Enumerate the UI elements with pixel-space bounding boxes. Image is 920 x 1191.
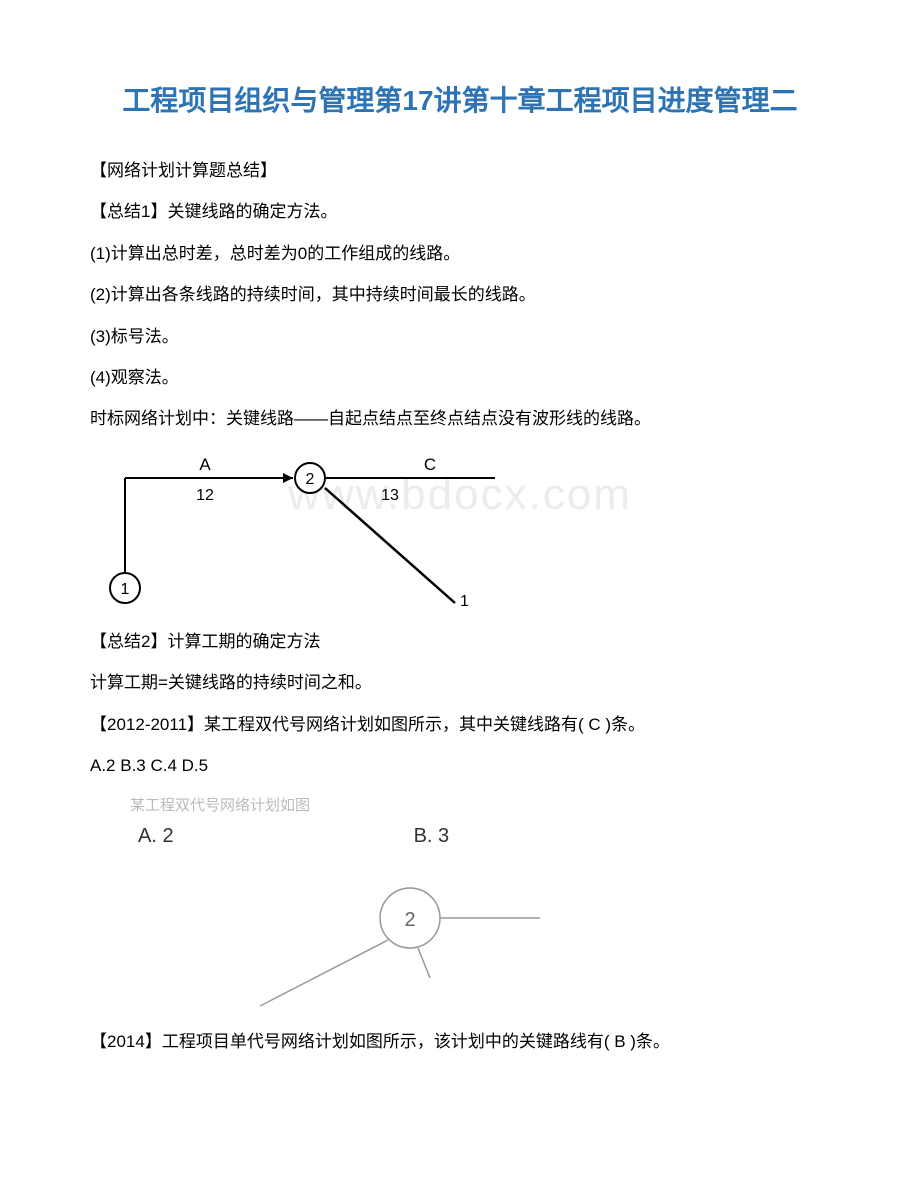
svg-text:2: 2 <box>306 471 315 488</box>
page-title: 工程项目组织与管理第17讲第十章工程项目进度管理二 <box>90 80 830 122</box>
summary1-item-1: (1)计算出总时差，总时差为0的工作组成的线路。 <box>90 235 830 272</box>
diagram1-value-12: 12 <box>196 487 214 504</box>
summary2-title: 【总结2】计算工期的确定方法 <box>90 623 830 660</box>
timeline-note: 时标网络计划中：关键线路——自起点结点至终点结点没有波形线的线路。 <box>90 400 830 437</box>
question-1-options: A.2 B.3 C.4 D.5 <box>90 747 830 784</box>
faded-caption: 某工程双代号网络计划如图 <box>100 794 830 815</box>
document-content: 工程项目组织与管理第17讲第十章工程项目进度管理二 【网络计划计算题总结】 【总… <box>90 80 830 1061</box>
summary-header: 【网络计划计算题总结】 <box>90 152 830 189</box>
svg-text:1: 1 <box>121 581 130 598</box>
diagram2-svg: 2 <box>100 858 550 1008</box>
option-b: B. 3 <box>414 825 450 848</box>
option-a: A. 2 <box>138 825 174 848</box>
summary1-item-3: (3)标号法。 <box>90 318 830 355</box>
diagram1-label-c: C <box>424 455 436 474</box>
svg-text:2: 2 <box>404 909 415 931</box>
summary2-formula: 计算工期=关键线路的持续时间之和。 <box>90 664 830 701</box>
diagram1-value-13: 13 <box>381 487 399 504</box>
summary1-item-2: (2)计算出各条线路的持续时间，其中持续时间最长的线路。 <box>90 276 830 313</box>
network-diagram-2: 某工程双代号网络计划如图 A. 2 B. 3 2 <box>100 794 830 1013</box>
diagram2-options: A. 2 B. 3 <box>100 825 830 848</box>
diagram1-label-a: A <box>199 455 211 474</box>
question-1: 【2012-2011】某工程双代号网络计划如图所示，其中关键线路有( C )条。 <box>90 706 830 743</box>
summary1-item-4: (4)观察法。 <box>90 359 830 396</box>
question-2: 【2014】工程项目单代号网络计划如图所示，该计划中的关键路线有( B )条。 <box>90 1023 830 1060</box>
diagram1-svg: 2 1 1 A 12 C 13 <box>100 448 500 608</box>
summary1-title: 【总结1】关键线路的确定方法。 <box>90 193 830 230</box>
network-diagram-1: 2 1 1 A 12 C 13 <box>100 448 830 613</box>
svg-text:1: 1 <box>460 593 469 608</box>
